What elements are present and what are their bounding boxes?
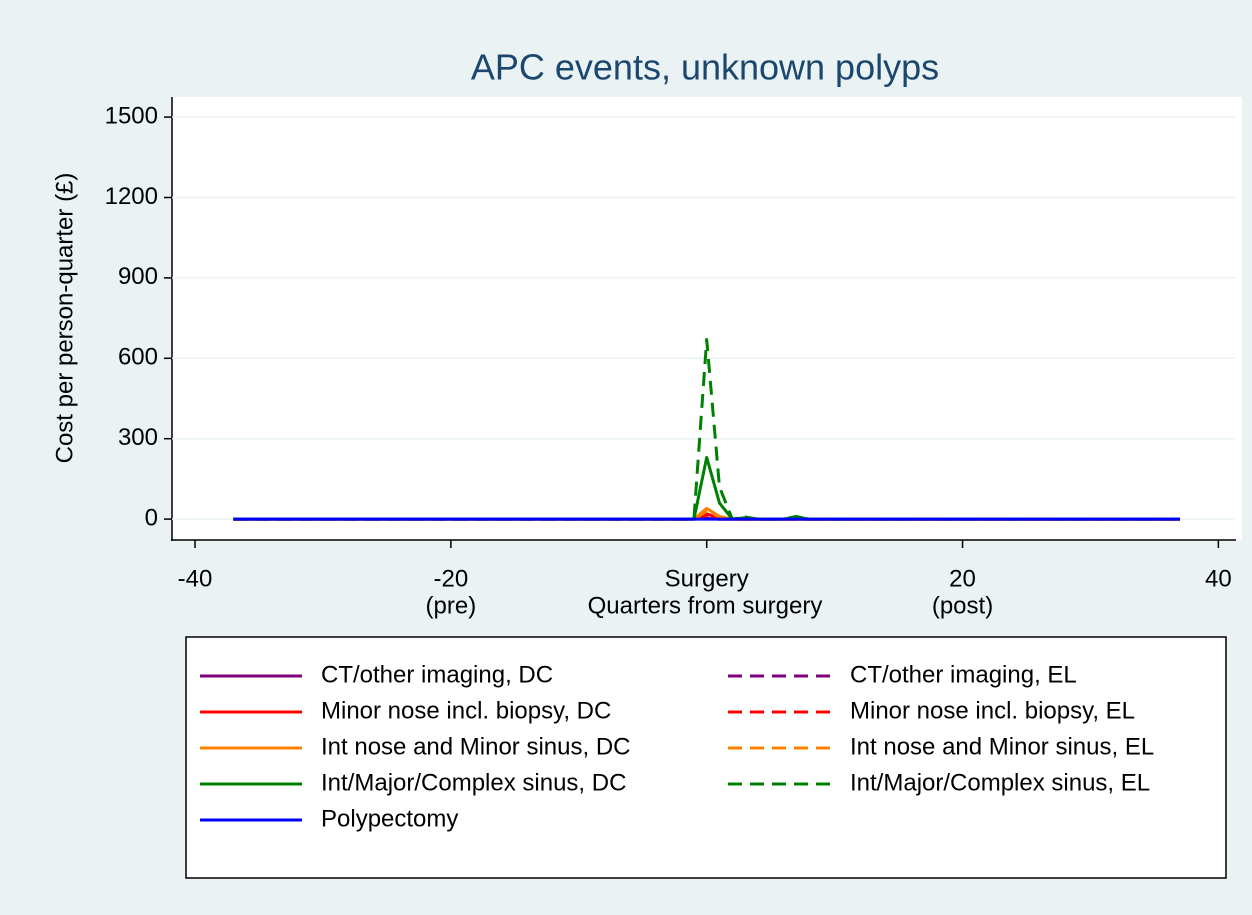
plot-area bbox=[172, 97, 1242, 540]
x-tick-sublabel: (post) bbox=[932, 592, 993, 619]
x-axis-title: Quarters from surgery bbox=[588, 592, 823, 619]
y-tick-label: 1200 bbox=[105, 183, 158, 210]
x-tick-label: 20 bbox=[949, 565, 976, 592]
y-tick-label: 0 bbox=[145, 504, 158, 531]
legend-label: Minor nose incl. biopsy, EL bbox=[850, 697, 1135, 724]
y-tick-label: 600 bbox=[118, 344, 158, 371]
x-tick-label: Surgery bbox=[665, 565, 749, 592]
x-tick-label: 40 bbox=[1205, 565, 1232, 592]
x-tick-sublabel: (pre) bbox=[426, 592, 477, 619]
legend-label: CT/other imaging, EL bbox=[850, 661, 1077, 688]
x-tick-label: -40 bbox=[178, 565, 213, 592]
legend-label: Int nose and Minor sinus, EL bbox=[850, 733, 1154, 760]
legend-label: Minor nose incl. biopsy, DC bbox=[321, 697, 611, 724]
legend-label: Int/Major/Complex sinus, EL bbox=[850, 769, 1150, 796]
legend-label: Polypectomy bbox=[321, 805, 458, 832]
legend-label: Int nose and Minor sinus, DC bbox=[321, 733, 630, 760]
legend-label: CT/other imaging, DC bbox=[321, 661, 553, 688]
legend-box bbox=[185, 636, 1227, 879]
chart-title: APC events, unknown polyps bbox=[471, 47, 939, 88]
y-tick-label: 300 bbox=[118, 424, 158, 451]
y-axis-title: Cost per person-quarter (£) bbox=[51, 173, 78, 464]
x-tick-label: -20 bbox=[434, 565, 469, 592]
y-tick-label: 900 bbox=[118, 263, 158, 290]
y-tick-label: 1500 bbox=[105, 102, 158, 129]
legend-label: Int/Major/Complex sinus, DC bbox=[321, 769, 626, 796]
